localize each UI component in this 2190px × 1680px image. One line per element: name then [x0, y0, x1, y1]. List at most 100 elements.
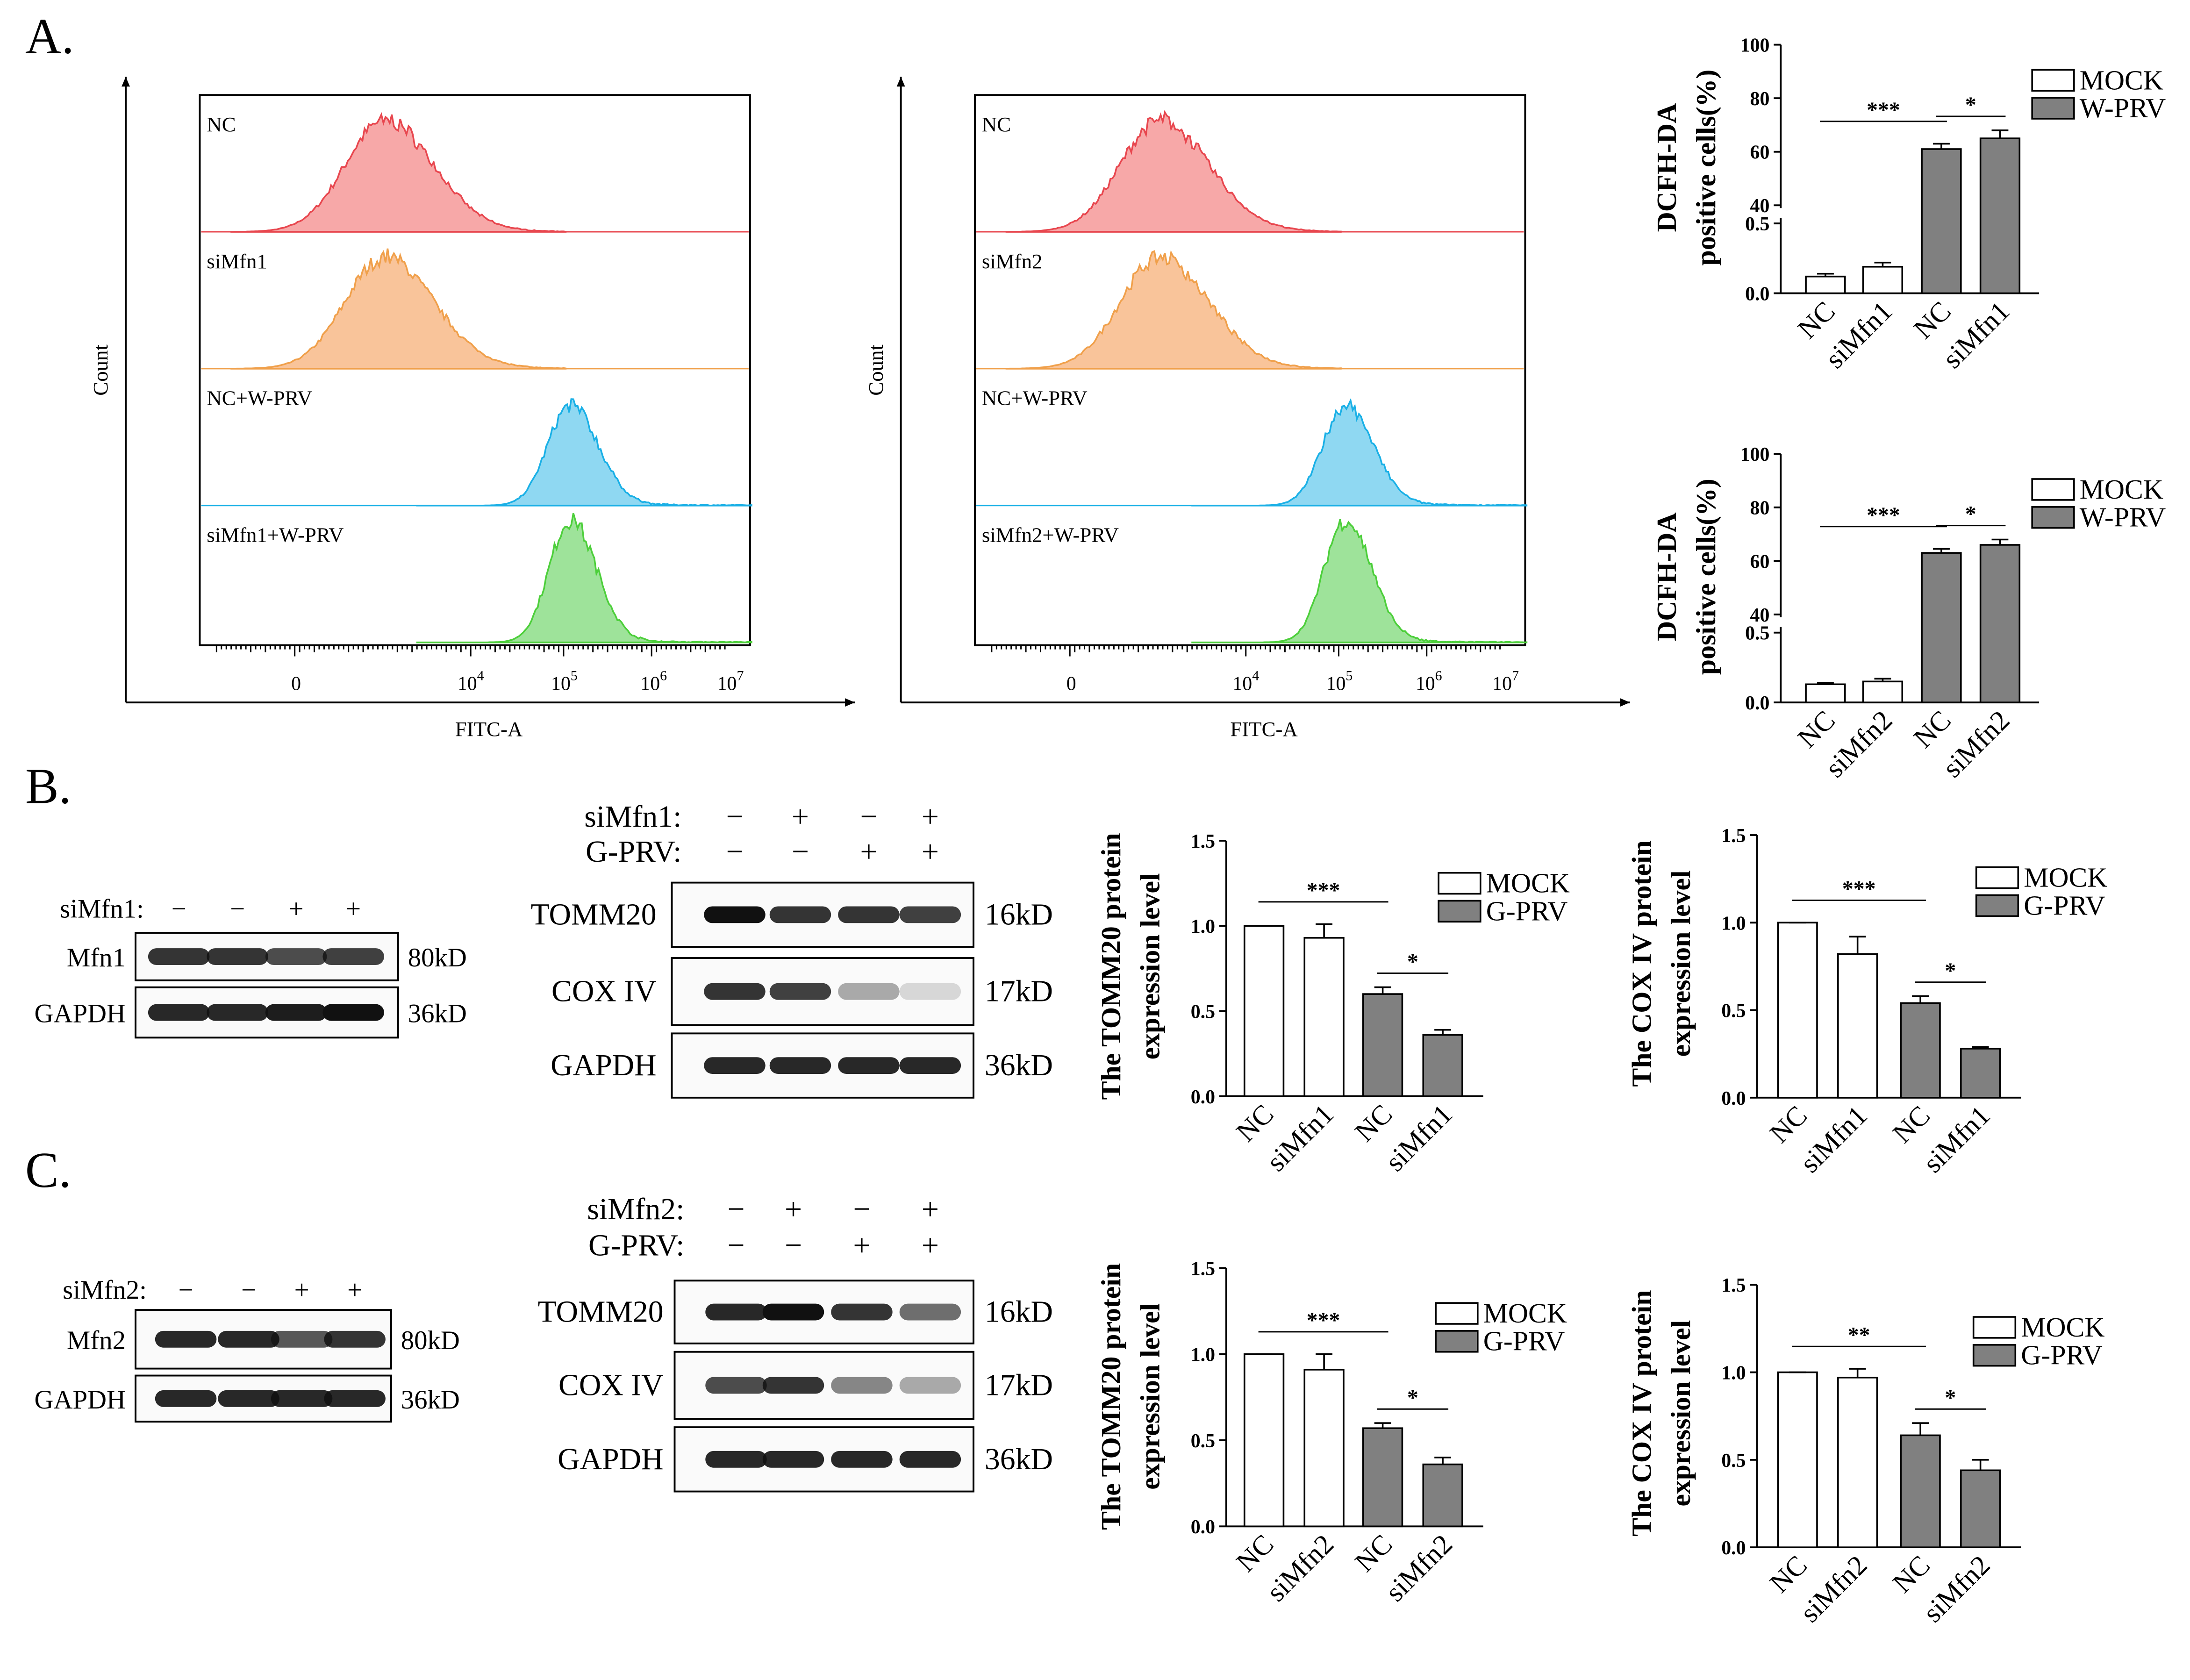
tick-base: 10: [1326, 673, 1346, 694]
significance-label: ***: [1842, 877, 1876, 901]
error-bar: [1972, 1046, 1989, 1049]
blot-sign: +: [922, 1192, 939, 1226]
tick-base: 10: [551, 673, 571, 694]
blot-band: [218, 1330, 279, 1348]
error-bar: [1933, 548, 1950, 553]
blot-band: [704, 1057, 766, 1074]
blot-band: [704, 906, 766, 923]
y-tick-label: 0.0: [1745, 693, 1769, 714]
histogram: [230, 248, 567, 370]
legend-swatch: [1435, 1330, 1479, 1353]
significance-label: *: [1945, 958, 1956, 983]
bar: [1979, 544, 2021, 703]
error-bar: [1374, 986, 1391, 994]
blot-band: [207, 948, 268, 965]
bar: [1243, 925, 1285, 1097]
y-axis-label: expression level: [1134, 1303, 1165, 1490]
panel-label: C.: [25, 1143, 72, 1198]
blot-row-label: GAPDH: [35, 1385, 126, 1415]
blot-size-label: 80kD: [401, 1326, 460, 1355]
legend-label: W-PRV: [2080, 93, 2166, 123]
sample-label: NC: [207, 113, 236, 136]
tick-base: 10: [458, 673, 477, 694]
histogram: [1191, 398, 1528, 507]
blot-size-label: 36kD: [985, 1442, 1053, 1476]
panel-label: B.: [25, 758, 72, 814]
blot-sign: −: [172, 894, 186, 923]
x-tick-label: NC: [1230, 1529, 1279, 1578]
blot-sign: −: [241, 1275, 256, 1305]
histogram: [1005, 110, 1342, 233]
x-tick-label: siMfn2: [1794, 1549, 1873, 1628]
blot-size-label: 80kD: [408, 943, 467, 972]
blot-sign: −: [179, 1275, 193, 1305]
error-bar: [1933, 143, 1950, 150]
histogram: [416, 398, 752, 507]
blot-sign: +: [792, 800, 809, 834]
bar: [1900, 1434, 1941, 1548]
tick-base: 10: [1492, 673, 1512, 694]
blot-row-label: GAPDH: [551, 1048, 656, 1082]
blot-band: [899, 1057, 961, 1074]
tick-exp: 4: [477, 668, 484, 683]
x-tick-label: siMfn2: [1379, 1529, 1458, 1608]
error-bar: [1434, 1457, 1452, 1465]
tick-exp: 5: [571, 668, 578, 683]
x-tick-label: NC: [1887, 1100, 1936, 1149]
blot-band: [899, 1303, 961, 1321]
bar: [1805, 275, 1846, 294]
y-axis-label: Count: [864, 344, 887, 396]
x-tick-label: NC: [1792, 295, 1841, 344]
blot-band: [899, 1451, 961, 1468]
blot-sign: −: [860, 800, 877, 834]
plot-box: [199, 94, 751, 646]
legend-label: G-PRV: [2021, 1340, 2103, 1371]
blot-band: [271, 1330, 333, 1348]
significance-label: ***: [1307, 1308, 1340, 1333]
x-tick-label: NC: [1908, 295, 1957, 344]
error-bar: [1991, 129, 2009, 139]
x-tick-label: NC: [1792, 705, 1841, 754]
blot-band: [762, 1303, 824, 1321]
y-tick-label: 100: [1740, 444, 1770, 465]
blot-size-label: 36kD: [985, 1048, 1053, 1082]
legend-label: G-PRV: [1483, 1326, 1565, 1357]
y-axis-label: The COX IV protein: [1626, 840, 1657, 1087]
y-tick-label: 0.5: [1191, 1430, 1215, 1452]
blot-size-label: 17kD: [985, 1368, 1053, 1402]
x-tick-label: NC: [1349, 1098, 1398, 1147]
blot-sign: +: [922, 800, 939, 834]
x-tick-label: siMfn1: [1379, 1098, 1458, 1177]
x-tick-label: 104: [1232, 668, 1259, 694]
blot-band: [831, 1451, 893, 1468]
blot-band: [324, 1390, 386, 1407]
blot-sign: +: [785, 1192, 802, 1226]
blot-band: [207, 1004, 268, 1021]
blot-sign: −: [785, 1229, 802, 1263]
blot-row-label: TOMM20: [538, 1294, 664, 1329]
x-tick-label: 105: [551, 668, 578, 694]
blot-row-label: GAPDH: [35, 999, 126, 1028]
bar: [1362, 993, 1403, 1097]
blot-row-label: COX IV: [558, 1368, 664, 1402]
significance-label: ***: [1867, 98, 1900, 122]
sample-label: siMfn2: [982, 250, 1042, 273]
blot-size-label: 36kD: [401, 1385, 460, 1415]
x-tick-label: 106: [1416, 668, 1442, 694]
x-tick-label: 106: [640, 668, 667, 694]
error-bar: [1912, 1422, 1929, 1436]
legend-swatch: [1972, 1316, 2017, 1339]
legend-swatch: [1972, 1344, 2017, 1367]
legend-swatch: [2031, 97, 2075, 120]
legend-swatch: [1438, 872, 1481, 895]
blot-row-label: Mfn1: [67, 943, 126, 972]
tick-exp: 7: [1512, 668, 1519, 683]
tick-exp: 7: [737, 668, 744, 683]
y-tick-label: 40: [1750, 605, 1770, 626]
tick-base: 10: [640, 673, 660, 694]
y-tick-label: 1.0: [1191, 1344, 1215, 1366]
blot-row-label: COX IV: [551, 974, 657, 1008]
error-bar: [1316, 923, 1333, 938]
blot-band: [705, 1377, 767, 1394]
